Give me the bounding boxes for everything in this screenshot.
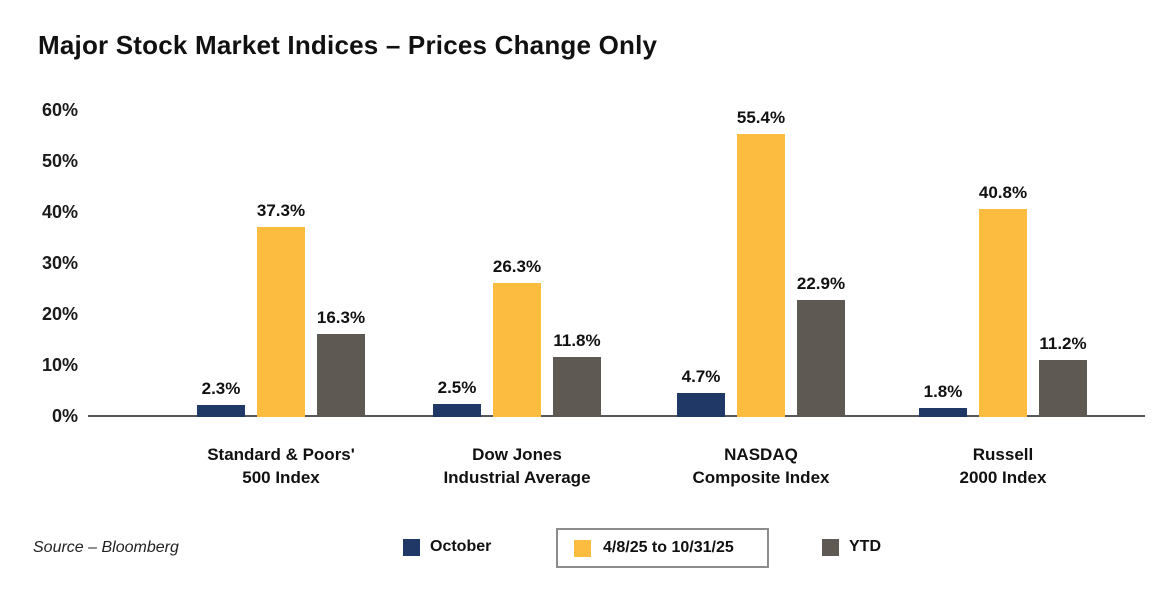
bar [677, 393, 725, 417]
category-label-line: Composite Index [692, 468, 830, 487]
bar-value-label: 11.2% [1039, 334, 1087, 353]
bar [919, 408, 967, 417]
y-tick-label: 10% [41, 355, 78, 375]
bar [317, 334, 365, 417]
bar-value-label: 2.5% [437, 378, 477, 397]
x-axis-line [88, 415, 1145, 417]
y-tick-label: 40% [41, 202, 78, 222]
legend-swatch-ytd [822, 538, 839, 556]
category-label-line: 2000 Index [959, 468, 1047, 487]
bar-value-label: 55.4% [736, 108, 786, 127]
legend-swatch-period [574, 539, 591, 557]
y-tick-label: 60% [41, 100, 78, 120]
bar [737, 134, 785, 417]
y-tick-label: 20% [41, 304, 78, 324]
legend-label-october: October [430, 538, 492, 555]
bar [493, 283, 541, 417]
y-tick-label: 0% [51, 406, 78, 426]
bar [257, 227, 305, 417]
bar-value-label: 40.8% [978, 183, 1028, 202]
bar-value-label: 11.8% [553, 331, 601, 350]
bar [797, 300, 845, 417]
bar-value-label: 2.3% [201, 379, 241, 398]
category-label-line: Industrial Average [443, 468, 591, 487]
bar [979, 209, 1027, 417]
category-label-line: Dow Jones [472, 445, 562, 464]
legend-label-ytd: YTD [849, 538, 881, 555]
bar-value-label: 16.3% [316, 308, 366, 327]
bar-value-label: 1.8% [923, 382, 963, 401]
source-note: Source – Bloomberg [33, 539, 179, 556]
y-tick-label: 30% [41, 253, 78, 273]
bar-value-label: 22.9% [796, 274, 846, 293]
chart-title: Major Stock Market Indices – Prices Chan… [38, 30, 658, 60]
category-label-line: NASDAQ [724, 445, 798, 464]
legend-item-october: October [403, 538, 491, 556]
bar [433, 404, 481, 417]
category-label: Dow Jones Industrial Average [387, 443, 647, 489]
bar-value-label: 26.3% [492, 257, 542, 276]
bar [553, 357, 601, 417]
category-label-line: Russell [972, 445, 1034, 464]
category-label: Standard & Poors' 500 Index [151, 443, 411, 489]
legend-swatch-october [403, 538, 420, 556]
category-label: Russell 2000 Index [873, 443, 1133, 489]
bar-value-label: 37.3% [256, 201, 306, 220]
legend-label-period: 4/8/25 to 10/31/25 [603, 539, 734, 556]
category-label-line: 500 Index [242, 468, 320, 487]
bar [1039, 360, 1087, 417]
legend-item-period: 4/8/25 to 10/31/25 [556, 528, 769, 568]
category-label-line: Standard & Poors' [207, 445, 355, 464]
legend-item-ytd: YTD [822, 538, 881, 556]
bar-value-label: 4.7% [681, 367, 721, 386]
bar [197, 405, 245, 417]
category-label: NASDAQ Composite Index [631, 443, 891, 489]
y-tick-label: 50% [41, 151, 78, 171]
